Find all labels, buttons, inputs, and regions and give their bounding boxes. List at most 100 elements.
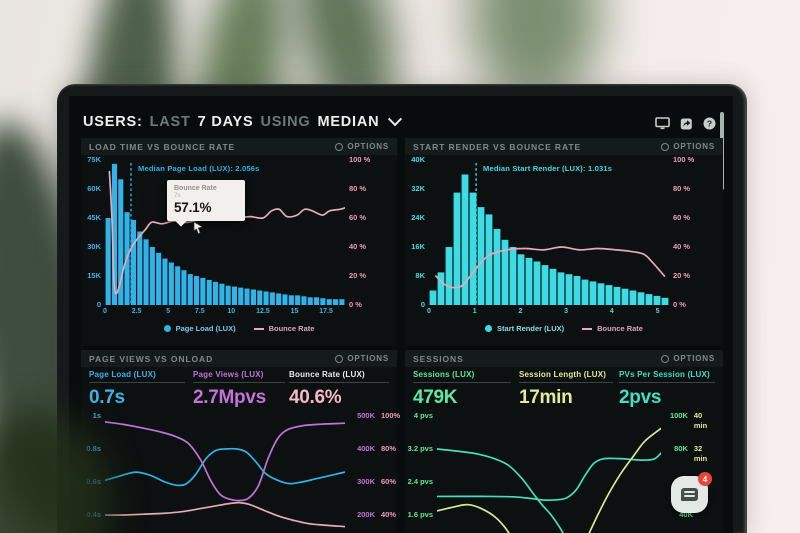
- legend-label: Bounce Rate: [268, 324, 315, 333]
- metric-page-load: Page Load (LUX) 0.7s: [89, 370, 185, 409]
- axis-tick: 40 %: [349, 242, 367, 251]
- options-button[interactable]: OPTIONS: [335, 354, 389, 363]
- options-label: OPTIONS: [347, 142, 389, 151]
- legend-line-icon: [582, 327, 593, 330]
- help-icon[interactable]: ?: [703, 117, 716, 130]
- y-axis-right: 100 % 80 % 60 % 40 % 20 % 0 %: [673, 155, 719, 310]
- panel-sessions: SESSIONS OPTIONS Sessions (LUX) 479K Ses…: [405, 350, 723, 533]
- legend-item[interactable]: Page Load (LUX): [163, 324, 236, 333]
- axis-tick: 2: [518, 308, 523, 315]
- share-icon[interactable]: [680, 117, 693, 130]
- legend-dot-icon: [485, 325, 493, 332]
- axis-tick: 17.5: [319, 308, 333, 315]
- x-axis: 0 2.5 5 7.5 10 12.5 15 17.5: [103, 308, 345, 318]
- axis-tick: 2.4 pvs: [407, 477, 433, 486]
- panel-title: PAGE VIEWS VS ONLOAD: [89, 353, 214, 364]
- gear-icon: [335, 354, 344, 363]
- options-button[interactable]: OPTIONS: [335, 142, 389, 151]
- metric-session-length: Session Length (LUX) 17min: [519, 370, 613, 409]
- axis-tick: 4 pvs: [413, 411, 433, 420]
- header-segment: 7 DAYS: [197, 114, 254, 130]
- legend-label: Bounce Rate: [597, 324, 643, 333]
- metric-page-views: Page Views (LUX) 2.7Mpvs: [193, 370, 285, 409]
- options-label: OPTIONS: [673, 142, 715, 151]
- panel-header: SESSIONS OPTIONS: [405, 350, 723, 367]
- axis-tick: 300K: [357, 477, 375, 486]
- notification-badge: 4: [698, 472, 712, 486]
- metric-divider: [413, 382, 511, 383]
- gear-icon: [335, 142, 344, 151]
- gear-icon: [661, 142, 670, 151]
- legend-label: Start Render (LUX): [497, 324, 565, 333]
- axis-tick: 40K: [679, 510, 693, 519]
- axis-tick: 24K: [411, 213, 425, 222]
- axis-tick: 400K: [357, 444, 375, 453]
- header-segment: USERS:: [83, 114, 143, 130]
- axis-tick: 75K: [87, 155, 101, 164]
- axis-tick: 32 min: [693, 444, 708, 463]
- axis-tick: 12.5: [256, 308, 270, 315]
- chevron-down-icon: [388, 112, 403, 127]
- metric-bounce-rate: Bounce Rate (LUX) 40.6%: [289, 370, 389, 409]
- panel-title: START RENDER VS BOUNCE RATE: [413, 141, 582, 152]
- display-icon[interactable]: [655, 117, 670, 130]
- y-axis-left: 75K 60K 45K 30K 15K 0: [81, 155, 101, 310]
- laptop: USERS: LAST 7 DAYS USING MEDIAN ?: [57, 84, 747, 533]
- axis-tick: 0: [427, 308, 431, 315]
- median-annotation: Median Page Load (LUX): 2.056s: [138, 164, 260, 173]
- chart-legend: Start Render (LUX) Bounce Rate: [405, 324, 723, 333]
- chart-legend: Page Load (LUX) Bounce Rate: [81, 324, 397, 333]
- y-axis-right: 500K 100% 400K 80% 300K 60% 200K 40%: [349, 411, 400, 520]
- chat-bubble-icon: [681, 488, 698, 501]
- tooltip-series: Bounce Rate: [174, 185, 217, 192]
- panel-header: START RENDER VS BOUNCE RATE OPTIONS: [405, 138, 723, 155]
- axis-tick: 80 %: [349, 184, 367, 193]
- axis-tick: 2.5: [131, 308, 142, 315]
- legend-label: Page Load (LUX): [175, 324, 236, 333]
- gear-icon: [661, 354, 670, 363]
- axis-tick: 4: [609, 308, 614, 315]
- metric-value: 479K: [413, 387, 458, 408]
- metric-value: 0.7s: [89, 387, 125, 408]
- axis-tick: 40 %: [673, 242, 691, 251]
- axis-tick: 7.5: [194, 308, 205, 315]
- axis-tick: 40 min: [693, 411, 708, 430]
- tooltip-x-value: 7s: [174, 193, 181, 199]
- y-axis-left: 40K 32K 24K 16K 8K 0: [405, 155, 425, 310]
- chat-launcher[interactable]: 4: [671, 472, 712, 513]
- options-button[interactable]: OPTIONS: [661, 142, 715, 151]
- axis-tick: 45K: [87, 213, 101, 222]
- sessions-chart: [437, 410, 661, 533]
- axis-tick: 8K: [415, 271, 425, 280]
- metric-divider: [193, 382, 285, 383]
- users-range-dropdown[interactable]: USERS: LAST 7 DAYS USING MEDIAN: [83, 112, 403, 130]
- options-label: OPTIONS: [673, 354, 715, 363]
- metric-pvs-per-session: PVs Per Session (LUX) 2pvs: [619, 370, 715, 409]
- axis-tick: 0 %: [673, 300, 686, 309]
- metric-label: Bounce Rate (LUX): [289, 370, 365, 379]
- axis-tick: 60K: [87, 184, 101, 193]
- axis-tick: 5: [655, 308, 660, 315]
- panel-start-render-vs-bounce-rate: START RENDER VS BOUNCE RATE OPTIONS 40K …: [405, 138, 723, 346]
- axis-tick: 60 %: [349, 213, 367, 222]
- start-render-chart: [429, 160, 669, 305]
- metric-value: 2.7Mpvs: [193, 387, 266, 408]
- options-button[interactable]: OPTIONS: [661, 354, 715, 363]
- metric-divider: [289, 382, 389, 383]
- axis-tick: 100%: [381, 411, 401, 420]
- legend-item[interactable]: Bounce Rate: [582, 324, 643, 333]
- mouse-cursor-icon: [193, 221, 204, 240]
- axis-tick: 0: [96, 300, 101, 309]
- axis-tick: 10: [227, 308, 236, 315]
- options-label: OPTIONS: [347, 354, 389, 363]
- x-axis: 0 1 2 3 4 5: [427, 308, 669, 318]
- legend-dot-icon: [163, 325, 171, 332]
- axis-tick: 100 %: [673, 155, 695, 164]
- legend-item[interactable]: Bounce Rate: [253, 324, 315, 333]
- metric-label: PVs Per Session (LUX): [619, 370, 710, 379]
- legend-item[interactable]: Start Render (LUX): [485, 324, 564, 333]
- legend-line-icon: [253, 327, 264, 330]
- y-axis-right: 100 % 80 % 60 % 40 % 20 % 0 %: [349, 155, 395, 310]
- median-annotation: Median Start Render (LUX): 1.031s: [483, 164, 613, 173]
- metric-label: Sessions (LUX): [413, 370, 475, 379]
